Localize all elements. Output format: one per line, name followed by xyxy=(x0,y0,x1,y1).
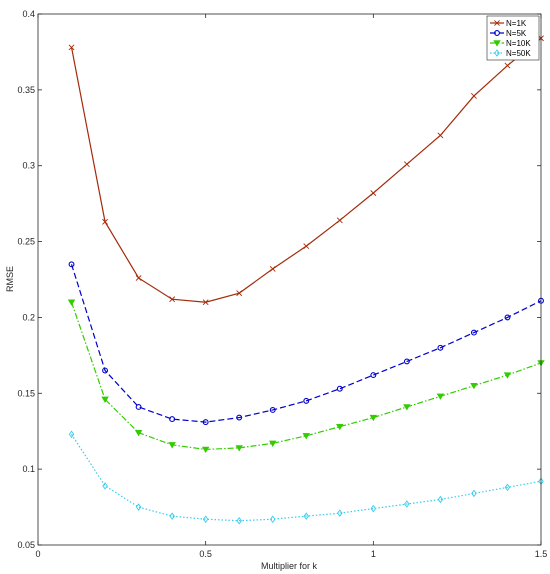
data-point xyxy=(503,372,512,379)
data-point xyxy=(504,62,511,69)
series-N=5K xyxy=(68,261,544,426)
legend-label: N=10K xyxy=(506,39,531,48)
data-point xyxy=(202,515,209,523)
data-point xyxy=(336,423,344,431)
data-point xyxy=(135,503,142,511)
data-point xyxy=(269,440,277,447)
data-point xyxy=(169,512,175,520)
data-point xyxy=(437,495,444,504)
data-point xyxy=(68,44,75,51)
data-point xyxy=(102,367,109,374)
data-point xyxy=(201,446,210,454)
data-point xyxy=(68,430,75,439)
legend-label: N=5K xyxy=(506,29,527,38)
y-tick-label: 0.35 xyxy=(17,85,35,95)
data-point xyxy=(436,393,445,400)
data-point xyxy=(236,414,243,421)
data-point xyxy=(370,190,377,196)
data-point xyxy=(169,416,176,423)
data-point xyxy=(369,414,378,422)
data-point xyxy=(269,407,276,413)
x-tick-label: 0 xyxy=(35,549,40,559)
data-point xyxy=(269,265,276,272)
legend-marker xyxy=(494,20,500,26)
y-tick-label: 0.3 xyxy=(22,161,35,171)
series-line xyxy=(71,433,542,522)
data-point xyxy=(370,504,377,513)
data-point xyxy=(168,442,176,449)
data-point xyxy=(504,314,511,321)
y-tick-label: 0.15 xyxy=(17,388,35,398)
x-tick-label: 1.5 xyxy=(535,549,548,559)
data-point xyxy=(303,512,310,520)
plot-area xyxy=(38,14,541,545)
x-tick-label: 1 xyxy=(371,549,376,559)
data-point xyxy=(236,290,243,297)
data-point xyxy=(336,385,343,392)
y-tick-label: 0.05 xyxy=(17,540,35,550)
series-N=50K xyxy=(68,430,544,525)
data-point xyxy=(504,483,511,492)
legend-marker xyxy=(494,30,500,36)
data-point xyxy=(235,445,243,452)
y-axis-label: RMSE xyxy=(5,266,15,292)
legend-marker xyxy=(493,40,501,47)
data-point xyxy=(102,218,108,225)
data-point xyxy=(336,217,343,224)
y-tick-label: 0.2 xyxy=(22,312,35,322)
data-point xyxy=(202,299,209,306)
data-point xyxy=(102,482,108,490)
data-point xyxy=(437,344,444,351)
data-point xyxy=(169,296,176,303)
legend-item: N=1K xyxy=(490,19,527,28)
data-point xyxy=(101,396,109,403)
legend-item: N=50K xyxy=(490,49,531,58)
data-point xyxy=(404,500,410,508)
data-point xyxy=(471,93,477,99)
data-point xyxy=(67,299,76,306)
data-point xyxy=(303,397,310,404)
data-point xyxy=(403,358,410,365)
legend-marker xyxy=(494,49,500,57)
data-point xyxy=(370,372,377,379)
data-point xyxy=(403,404,411,411)
y-tick-label: 0.25 xyxy=(17,237,35,247)
data-point xyxy=(68,261,75,268)
legend-label: N=50K xyxy=(506,49,531,58)
data-point xyxy=(202,419,209,426)
plot-frame xyxy=(37,13,542,546)
series-line xyxy=(70,264,542,423)
data-point xyxy=(135,403,142,410)
series-N=1K xyxy=(68,35,544,306)
series-line xyxy=(70,302,542,451)
x-axis-label: Multiplier for k xyxy=(261,561,318,571)
data-point xyxy=(437,132,444,139)
data-point xyxy=(471,489,477,498)
data-point xyxy=(269,515,276,523)
data-point xyxy=(403,161,410,168)
data-point xyxy=(337,509,343,517)
x-tick-label: 0.5 xyxy=(199,549,212,559)
data-point xyxy=(135,275,142,281)
y-tick-label: 0.1 xyxy=(22,464,35,474)
legend-label: N=1K xyxy=(506,19,527,28)
data-point xyxy=(302,433,310,440)
data-point xyxy=(134,430,143,437)
data-point xyxy=(236,516,242,525)
data-point xyxy=(470,382,478,390)
data-point xyxy=(303,243,310,250)
y-tick-label: 0.4 xyxy=(22,9,35,19)
legend-item: N=10K xyxy=(490,39,531,48)
data-point xyxy=(470,329,477,336)
legend-item: N=5K xyxy=(490,29,527,38)
